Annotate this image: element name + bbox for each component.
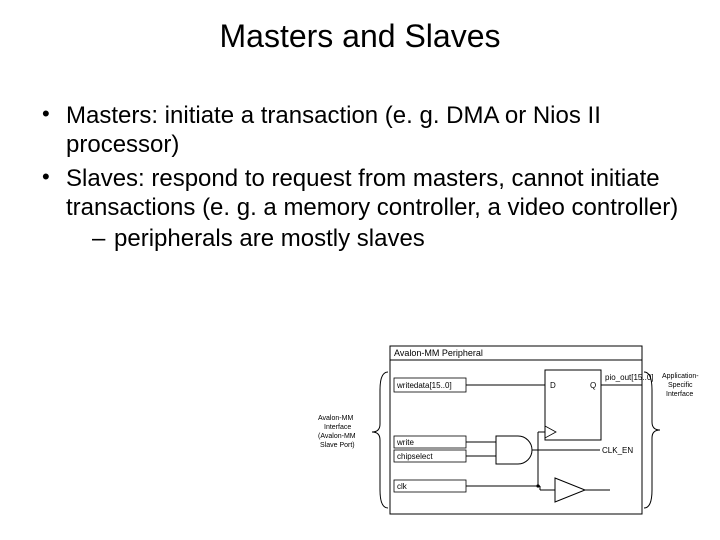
- ff-clken: CLK_EN: [602, 446, 633, 455]
- sub-bullet-text: peripherals are mostly slaves: [114, 225, 425, 252]
- signal-clk: clk: [397, 482, 408, 491]
- signal-chipselect: chipselect: [397, 452, 433, 461]
- peripheral-diagram: Avalon-MM Peripheral Avalon-MM Interface…: [300, 340, 720, 520]
- sub-bullet-item: peripherals are mostly slaves: [92, 224, 690, 253]
- right-label: Interface: [666, 391, 693, 398]
- left-label: (Avalon-MM: [318, 433, 356, 440]
- right-label: Application-: [662, 373, 699, 380]
- bullet-text: Slaves: respond to request from masters,…: [66, 165, 678, 221]
- left-label: Interface: [324, 424, 351, 431]
- signal-write: write: [396, 438, 414, 447]
- ff-d: D: [550, 381, 556, 390]
- bullet-item: Slaves: respond to request from masters,…: [42, 164, 690, 254]
- left-label: Avalon-MM: [318, 415, 353, 422]
- signal-pio-out: pio_out[15..0]: [605, 373, 653, 382]
- ff-q: Q: [590, 381, 596, 390]
- slide-title: Masters and Slaves: [30, 18, 690, 55]
- sub-list: peripherals are mostly slaves: [66, 224, 690, 253]
- bullet-text: Masters: initiate a transaction (e. g. D…: [66, 102, 601, 158]
- bullet-item: Masters: initiate a transaction (e. g. D…: [42, 101, 690, 160]
- diagram-title: Avalon-MM Peripheral: [394, 348, 483, 358]
- bullet-list: Masters: initiate a transaction (e. g. D…: [30, 101, 690, 253]
- right-label: Specific: [668, 382, 693, 389]
- left-label: Slave Port): [320, 442, 355, 449]
- signal-writedata: writedata[15..0]: [396, 381, 452, 390]
